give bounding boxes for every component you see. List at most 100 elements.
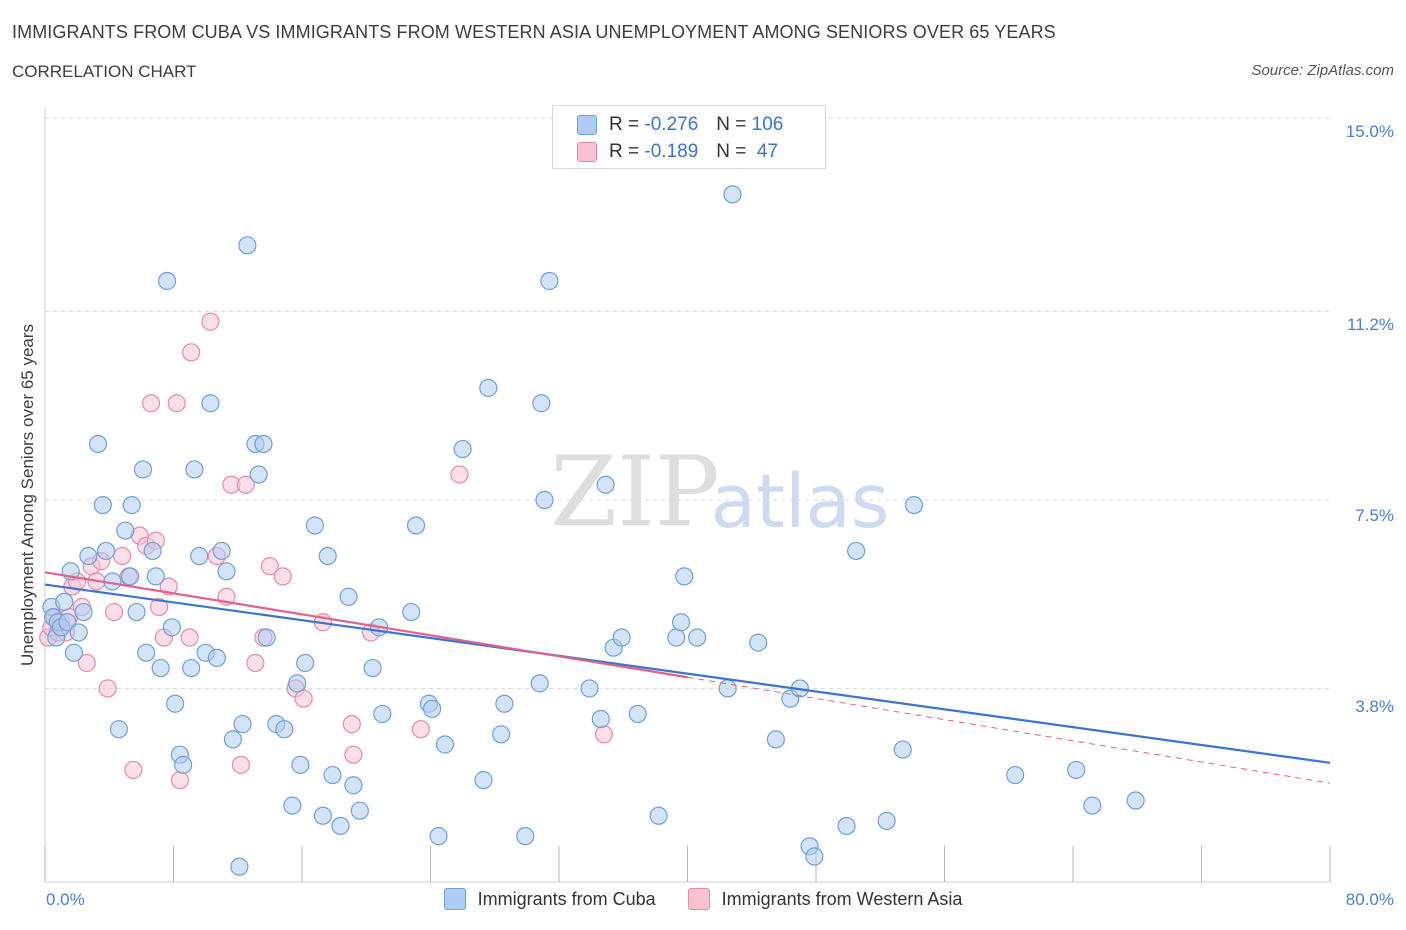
cuba-point — [79, 546, 98, 566]
cuba-point — [535, 490, 554, 510]
western-asia-point — [594, 725, 614, 744]
western-asia-point — [180, 628, 199, 647]
western-asia-point — [182, 343, 201, 362]
cuba-point — [127, 602, 146, 622]
cuba-point — [429, 827, 448, 846]
cuba-point — [116, 521, 135, 540]
western-asia-point — [273, 567, 292, 586]
cuba-point — [402, 602, 421, 622]
cuba-point — [257, 628, 276, 647]
cuba-point — [344, 776, 363, 795]
cuba-point — [675, 567, 694, 586]
legend-swatch-western-asia — [687, 888, 710, 910]
cuba-point — [540, 271, 559, 291]
cuba-point — [254, 434, 273, 454]
cuba-point — [249, 465, 268, 484]
cuba-point — [133, 460, 153, 479]
cuba-point — [406, 516, 426, 535]
western-asia-point — [124, 760, 143, 780]
source-label: Source: ZipAtlas.com — [1251, 62, 1394, 79]
western-asia-point — [167, 394, 186, 413]
cuba-point — [877, 811, 896, 830]
western-asia-point — [112, 546, 132, 566]
cuba-point — [893, 740, 912, 759]
y-tick-label-11-2: 11.2% — [1347, 315, 1394, 334]
cuba-point — [217, 562, 236, 581]
cuba-point — [166, 694, 185, 713]
western-asia-point — [201, 312, 220, 331]
western-asia-point — [450, 465, 469, 484]
western-asia-point — [231, 755, 251, 774]
cuba-point — [190, 546, 209, 566]
legend-swatch-cuba — [443, 888, 466, 910]
watermark-zip: ZIP — [550, 436, 719, 548]
stats-box: R = -0.276 N = 106 R = -0.189 N = 47 — [552, 105, 826, 169]
cuba-point — [318, 546, 337, 566]
cuba-point — [837, 816, 856, 836]
western-asia-point — [260, 557, 279, 576]
cuba-point — [591, 709, 610, 729]
cuba-point — [146, 567, 165, 586]
western-asia-point — [344, 745, 363, 764]
cuba-point — [96, 541, 116, 561]
legend-item-cuba[interactable]: Immigrants from Cuba — [443, 888, 656, 910]
cuba-point — [749, 633, 768, 652]
cuba-point — [495, 694, 514, 713]
cuba-point — [288, 674, 307, 693]
cuba-point — [64, 643, 84, 662]
cuba-trend-line — [44, 583, 1331, 764]
n-label: N = — [716, 114, 747, 135]
cuba-point — [233, 715, 252, 734]
cuba-point — [671, 613, 691, 632]
x-tick-label-max: 80.0% — [1345, 890, 1394, 909]
cuba-point — [323, 765, 342, 785]
western-asia-point — [236, 475, 255, 494]
cuba-point — [223, 730, 243, 749]
legend-item-western-asia[interactable]: Immigrants from Western Asia — [687, 888, 963, 910]
cuba-point — [143, 541, 162, 561]
cuba-point — [296, 653, 315, 673]
western-asia-trend-extension — [687, 676, 1331, 784]
legend-label-western-asia: Immigrants from Western Asia — [721, 888, 963, 909]
cuba-point — [847, 541, 866, 561]
cuba-point — [69, 623, 88, 642]
cuba-point — [121, 567, 140, 586]
cuba-point — [93, 495, 112, 515]
cuba-point — [667, 628, 686, 647]
x-tick-label-min: 0.0% — [46, 890, 85, 909]
cuba-point — [628, 704, 647, 724]
western-asia-point — [149, 597, 169, 617]
cuba-point — [453, 439, 472, 459]
cuba-point — [238, 236, 257, 255]
cuba-point — [723, 185, 742, 204]
cuba-point — [283, 796, 302, 815]
western-asia-point — [141, 394, 161, 413]
cuba-point — [230, 857, 249, 876]
cuba-point — [363, 658, 382, 678]
cuba-point — [55, 592, 74, 611]
cuba-point — [331, 816, 350, 836]
cuba-point — [305, 516, 324, 535]
western-asia-point — [294, 689, 313, 708]
western-asia-point — [170, 771, 190, 790]
cuba-point — [596, 475, 615, 494]
western-asia-point — [342, 715, 361, 734]
cuba-point — [423, 699, 442, 718]
cuba-point — [74, 602, 93, 622]
cuba-point — [313, 806, 332, 825]
chart-subtitle: CORRELATION CHART — [12, 62, 197, 81]
cuba-point — [516, 827, 535, 846]
cuba-point — [1126, 791, 1145, 810]
cuba-point — [58, 613, 77, 632]
cuba-point — [1006, 765, 1025, 785]
cuba-point — [649, 806, 668, 825]
cuba-point — [207, 648, 226, 667]
cuba-point — [479, 378, 498, 398]
cuba-point — [805, 847, 824, 866]
stats-row-western-asia: R = -0.189 N = 47 — [577, 139, 778, 165]
cuba-point — [122, 495, 141, 515]
chart-legend: Immigrants from Cuba Immigrants from Wes… — [0, 888, 1406, 910]
cuba-point — [291, 755, 310, 774]
cuba-point — [275, 720, 294, 739]
y-tick-label-3-8: 3.8% — [1355, 697, 1394, 716]
